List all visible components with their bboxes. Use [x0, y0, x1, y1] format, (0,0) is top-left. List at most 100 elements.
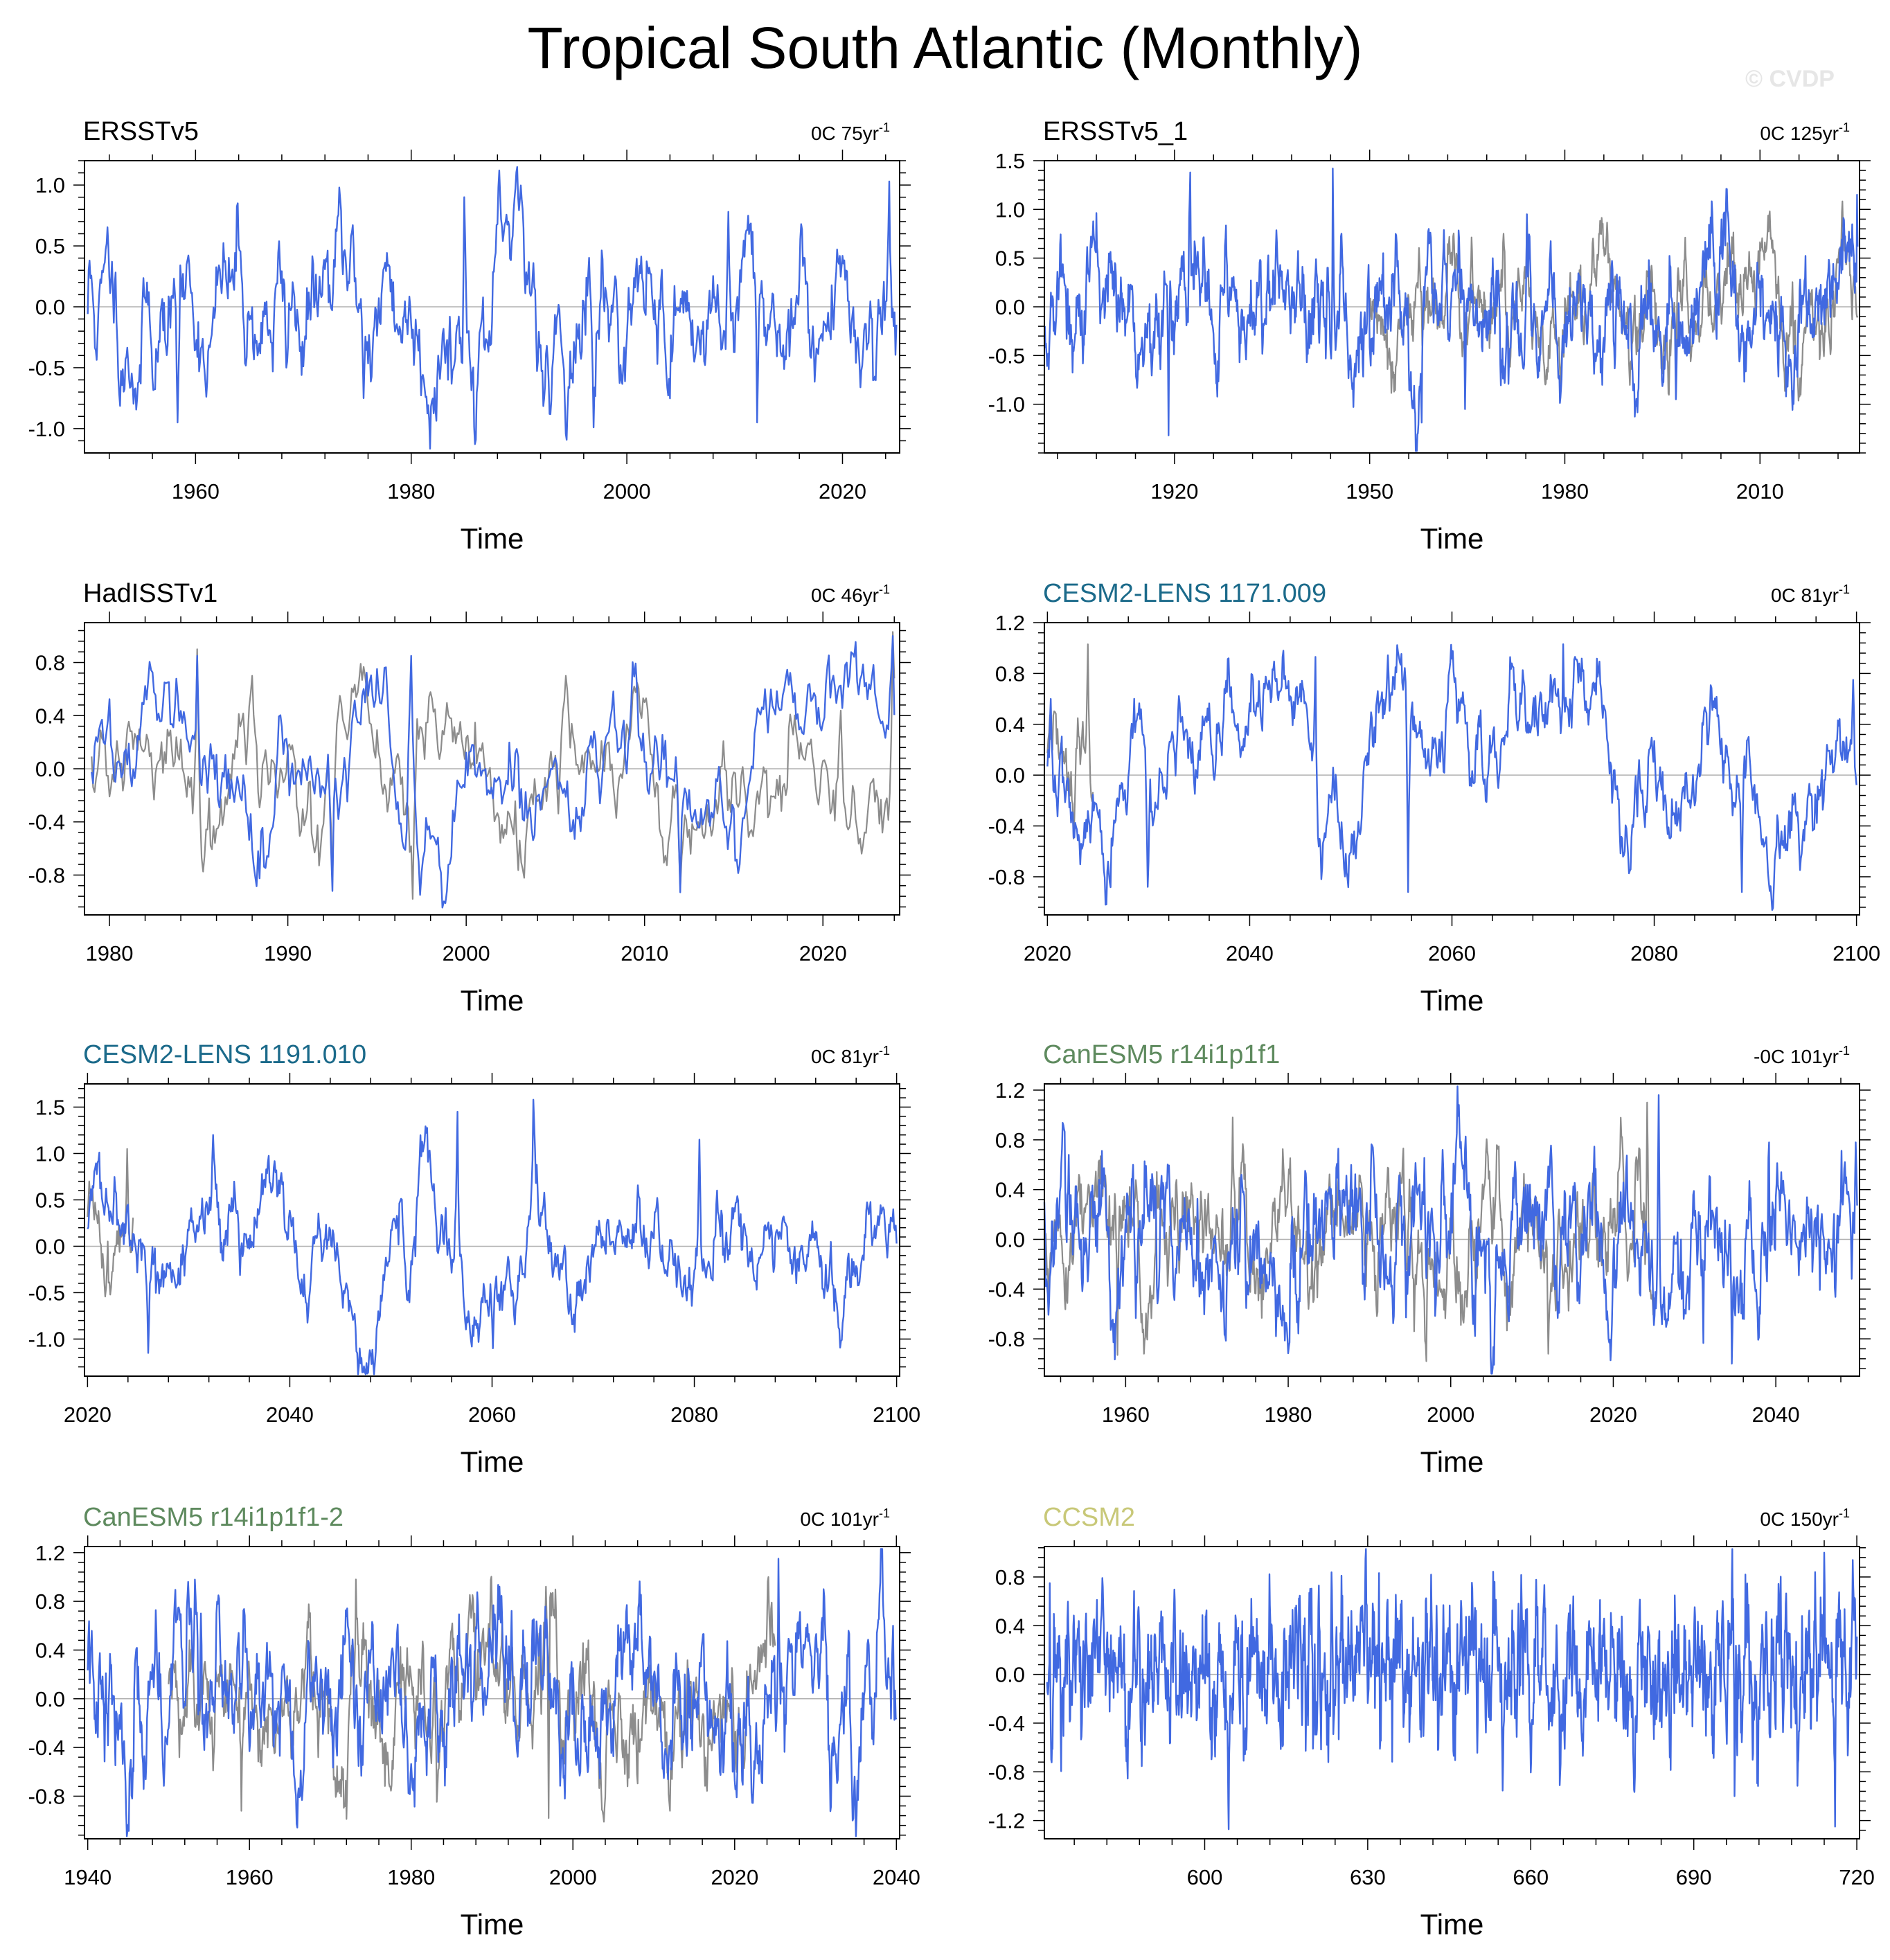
x-tick-label: 2020: [1589, 1402, 1637, 1427]
panel-title: CanESM5 r14i1p1f1: [1043, 1040, 1280, 1069]
y-tick-label: 1.2: [995, 611, 1025, 635]
x-tick-label: 1990: [264, 941, 312, 965]
x-tick-label: 1950: [1346, 479, 1393, 504]
y-tick-label: -0.5: [28, 356, 65, 380]
x-tick-label: 2080: [1630, 941, 1678, 965]
y-tick-label: -0.8: [28, 1784, 65, 1808]
y-tick-label: 0.8: [35, 1589, 65, 1614]
x-tick-label: 1960: [172, 479, 220, 504]
y-tick-label: 0.8: [995, 1565, 1025, 1589]
x-tick-label: 2040: [1226, 941, 1274, 965]
x-tick-label: 2010: [1736, 479, 1784, 504]
series-line: [87, 1548, 898, 1837]
panel-3: HadISSTv1 0C 46yr-1 -0.8 -0.4 0.0 0.4 0.8 1980 1…: [28, 579, 911, 1017]
x-tick-label: 2100: [1833, 941, 1880, 965]
panel-title: CESM2-LENS 1171.009: [1043, 579, 1326, 608]
y-tick-label: -1.0: [988, 393, 1025, 417]
y-tick-label: 0.4: [35, 1638, 65, 1662]
x-axis-label: Time: [461, 522, 524, 555]
y-tick-label: -0.4: [988, 814, 1025, 839]
x-tick-label: 2060: [468, 1402, 516, 1427]
y-tick-label: 0.0: [995, 1227, 1025, 1251]
y-tick-label: -1.0: [28, 417, 65, 441]
x-tick-label: 720: [1839, 1865, 1875, 1889]
series-line: [1043, 168, 1859, 452]
series-line: [1043, 1085, 1858, 1375]
panel-title: HadISSTv1: [83, 579, 217, 608]
x-tick-label: 2020: [819, 479, 866, 504]
x-tick-label: 2020: [1024, 941, 1071, 965]
series-line: [87, 1098, 898, 1375]
panel-6: CanESM5 r14i1p1f1 -0C 101yr-1 -0.8 -0.4 0.0 0…: [988, 1040, 1871, 1478]
x-tick-label: 1980: [1541, 479, 1589, 504]
y-tick-label: 0.4: [995, 713, 1025, 737]
x-axis-label: Time: [461, 1445, 524, 1478]
y-tick-label: 1.2: [35, 1541, 65, 1565]
x-tick-label: 1920: [1150, 479, 1198, 504]
y-tick-label: -1.2: [988, 1809, 1025, 1833]
x-tick-label: 1980: [387, 479, 435, 504]
y-tick-label: -0.8: [988, 1760, 1025, 1784]
y-tick-label: 1.0: [35, 1141, 65, 1166]
panel-title: ERSSTv5: [83, 117, 199, 146]
cvdp-watermark: © CVDP: [1745, 66, 1835, 92]
y-tick-label: 0.8: [35, 651, 65, 675]
y-tick-label: -0.4: [28, 1736, 65, 1760]
x-tick-label: 1980: [1265, 1402, 1312, 1427]
y-tick-label: 1.2: [995, 1078, 1025, 1103]
plot-frame: [1044, 1083, 1860, 1377]
y-tick-label: -0.4: [988, 1711, 1025, 1736]
x-axis-label: Time: [461, 1908, 524, 1941]
x-tick-label: 2060: [1428, 941, 1476, 965]
reference-series-line: [1046, 643, 1094, 839]
trend-label: 0C 125yr-1: [1760, 121, 1850, 144]
x-axis-label: Time: [1420, 522, 1484, 555]
trend-label: 0C 101yr-1: [800, 1506, 890, 1530]
trend-label: 0C 46yr-1: [811, 582, 890, 606]
panel-5: CESM2-LENS 1191.010 0C 81yr-1 -1.0 -0.5 0.0 0…: [28, 1040, 921, 1478]
trend-label: 0C 81yr-1: [1771, 582, 1850, 606]
x-tick-label: 2040: [873, 1865, 920, 1889]
x-tick-label: 1980: [387, 1865, 435, 1889]
x-axis-label: Time: [1420, 1445, 1484, 1478]
y-tick-label: 0.0: [35, 1234, 65, 1258]
x-tick-label: 2080: [670, 1402, 718, 1427]
y-tick-label: 0.0: [35, 1687, 65, 1711]
y-tick-label: 1.5: [35, 1095, 65, 1119]
x-tick-label: 2010: [621, 941, 668, 965]
y-tick-label: -0.8: [988, 865, 1025, 889]
y-tick-label: 0.5: [995, 247, 1025, 271]
x-axis-label: Time: [1420, 1908, 1484, 1941]
trend-label: 0C 150yr-1: [1760, 1506, 1850, 1530]
x-tick-label: 2000: [1427, 1402, 1474, 1427]
plot-frame: [1044, 622, 1860, 916]
y-tick-label: 1.0: [35, 173, 65, 197]
series-line: [87, 166, 898, 450]
x-tick-label: 2000: [443, 941, 490, 965]
y-tick-label: 1.0: [995, 197, 1025, 222]
x-tick-label: 1960: [1102, 1402, 1150, 1427]
x-tick-label: 2020: [711, 1865, 758, 1889]
y-tick-label: 0.4: [995, 1614, 1025, 1638]
panel-7: CanESM5 r14i1p1f1-2 0C 101yr-1 -0.8 -0.4 0.0…: [28, 1503, 920, 1941]
x-tick-label: 2040: [1752, 1402, 1800, 1427]
reference-series-line: [168, 1576, 776, 1823]
y-tick-label: -0.8: [28, 863, 65, 887]
x-tick-label: 1980: [86, 941, 134, 965]
y-tick-label: -1.0: [28, 1327, 65, 1351]
y-tick-label: 0.4: [35, 704, 65, 728]
plot-frame: [1044, 1546, 1860, 1839]
y-tick-label: 0.4: [995, 1178, 1025, 1202]
panel-title: CCSM2: [1043, 1503, 1135, 1532]
series-line: [1046, 643, 1857, 911]
y-tick-label: -0.4: [988, 1277, 1025, 1301]
panel-2: ERSSTv5_1 0C 125yr-1 -1.0 -0.5 0.0 0.5 1.0 1.5 1…: [988, 117, 1871, 555]
y-tick-label: 0.5: [35, 234, 65, 258]
x-tick-label: 660: [1513, 1865, 1549, 1889]
y-tick-label: -0.5: [988, 344, 1025, 368]
panel-8: CCSM2 0C 150yr-1 -1.2 -0.8 -0.4 0.0 0.4 0.8 600 6…: [988, 1503, 1875, 1941]
y-tick-label: 0.5: [35, 1188, 65, 1212]
x-tick-label: 2020: [799, 941, 847, 965]
y-tick-label: 0.8: [995, 1128, 1025, 1152]
